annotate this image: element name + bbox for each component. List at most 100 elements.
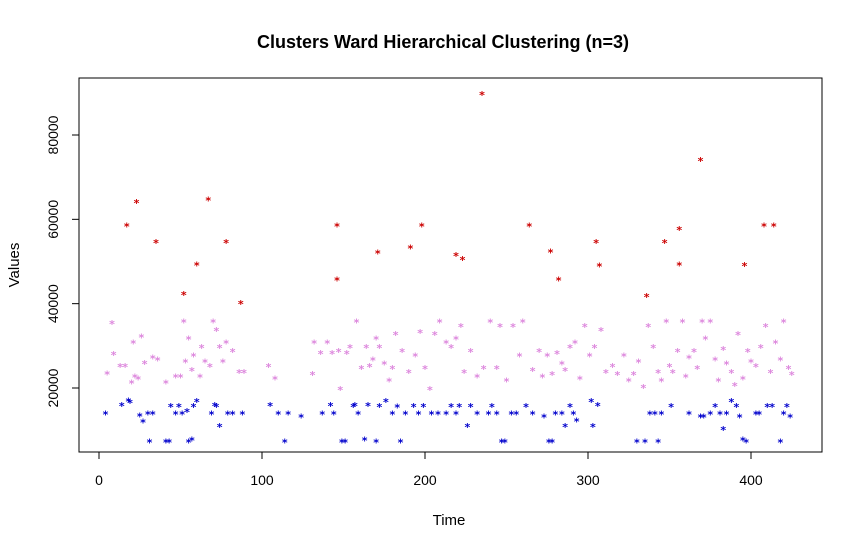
plot-frame (78, 77, 823, 453)
data-point-cluster-2: * (559, 359, 565, 372)
data-point-cluster-2: * (735, 329, 741, 342)
data-point-cluster-3: * (787, 411, 793, 424)
data-point-cluster-2: * (745, 346, 751, 359)
data-point-cluster-3: * (541, 411, 547, 424)
data-point-cluster-2: * (422, 363, 428, 376)
data-point-cluster-3: * (474, 408, 480, 421)
data-point-cluster-2: * (236, 367, 242, 380)
data-point-cluster-3: * (513, 408, 519, 421)
data-point-cluster-3: * (464, 421, 470, 434)
data-point-cluster-2: * (768, 367, 774, 380)
data-point-cluster-1: * (597, 260, 603, 273)
data-point-cluster-3: * (549, 437, 555, 450)
y-tick-label: 40000 (45, 284, 61, 323)
data-point-cluster-1: * (153, 237, 159, 250)
data-point-cluster-3: * (339, 437, 345, 450)
data-point-cluster-3: * (468, 401, 474, 414)
data-point-cluster-2: * (621, 350, 627, 363)
data-point-cluster-2: * (181, 317, 187, 330)
data-point-cluster-3: * (145, 408, 151, 421)
data-point-cluster-1: * (761, 220, 767, 233)
y-tick-label: 80000 (45, 115, 61, 154)
data-point-cluster-3: * (740, 435, 746, 448)
data-point-cluster-3: * (319, 408, 325, 421)
data-point-cluster-3: * (499, 437, 505, 450)
data-point-cluster-2: * (707, 317, 713, 330)
data-point-cluster-2: * (417, 327, 423, 340)
data-point-cluster-2: * (370, 354, 376, 367)
data-point-cluster-2: * (310, 369, 316, 382)
data-point-cluster-3: * (150, 408, 156, 421)
data-point-cluster-1: * (181, 289, 187, 302)
data-point-cluster-2: * (111, 349, 117, 362)
data-point-cluster-3: * (350, 401, 356, 414)
x-tick-label: 400 (739, 472, 763, 488)
data-point-cluster-3: * (743, 437, 749, 450)
x-tick-label: 200 (413, 472, 437, 488)
data-point-cluster-2: * (197, 371, 203, 384)
data-point-cluster-3: * (119, 400, 125, 413)
data-point-cluster-2: * (468, 346, 474, 359)
data-point-cluster-3: * (331, 408, 337, 421)
data-point-cluster-2: * (376, 342, 382, 355)
data-point-cluster-3: * (230, 408, 236, 421)
data-point-cluster-2: * (381, 359, 387, 372)
data-point-cluster-2: * (598, 325, 604, 338)
data-point-cluster-3: * (394, 402, 400, 415)
data-point-cluster-3: * (365, 400, 371, 413)
data-point-cluster-2: * (129, 378, 135, 391)
data-point-cluster-2: * (520, 317, 526, 330)
data-point-cluster-2: * (773, 338, 779, 351)
data-point-cluster-2: * (318, 348, 324, 361)
data-point-cluster-2: * (183, 357, 189, 370)
data-point-cluster-2: * (427, 384, 433, 397)
data-point-cluster-3: * (523, 401, 529, 414)
data-point-cluster-1: * (334, 274, 340, 287)
data-point-cluster-2: * (504, 376, 510, 389)
x-axis: 0 100 200 300 400 (95, 451, 763, 488)
data-point-cluster-3: * (125, 395, 131, 408)
data-point-cluster-3: * (209, 408, 215, 421)
x-axis-label: Time (433, 512, 466, 529)
data-point-cluster-3: * (777, 437, 783, 450)
data-point-cluster-3: * (166, 437, 172, 450)
data-point-cluster-2: * (406, 367, 412, 380)
data-point-cluster-2: * (554, 348, 560, 361)
data-point-cluster-2: * (562, 365, 568, 378)
data-point-cluster-2: * (694, 363, 700, 376)
data-point-cluster-2: * (699, 317, 705, 330)
data-point-cluster-3: * (530, 408, 536, 421)
data-point-cluster-2: * (213, 325, 219, 338)
data-point-cluster-2: * (539, 371, 545, 384)
data-point-cluster-2: * (610, 361, 616, 374)
data-point-cluster-3: * (225, 408, 231, 421)
data-point-cluster-3: * (769, 401, 775, 414)
data-point-cluster-3: * (724, 408, 730, 421)
data-point-cluster-3: * (362, 435, 368, 448)
data-point-cluster-2: * (230, 346, 236, 359)
data-point-cluster-2: * (347, 342, 353, 355)
data-point-cluster-2: * (104, 368, 110, 381)
data-point-cluster-2: * (729, 367, 735, 380)
data-point-cluster-2: * (207, 361, 213, 374)
data-point-cluster-2: * (186, 333, 192, 346)
y-tick-label: 20000 (45, 368, 61, 407)
data-point-cluster-1: * (334, 220, 340, 233)
data-point-cluster-3: * (553, 408, 559, 421)
data-point-cluster-3: * (390, 408, 396, 421)
data-point-cluster-3: * (448, 401, 454, 414)
data-point-cluster-2: * (217, 342, 223, 355)
data-point-cluster-2: * (763, 321, 769, 334)
data-point-cluster-2: * (592, 342, 598, 355)
data-point-cluster-3: * (342, 437, 348, 450)
data-point-cluster-2: * (461, 367, 467, 380)
data-point-cluster-2: * (189, 365, 195, 378)
data-point-cluster-2: * (373, 333, 379, 346)
data-point-cluster-3: * (588, 396, 594, 409)
data-point-cluster-3: * (435, 408, 441, 421)
data-point-cluster-2: * (138, 331, 144, 344)
data-point-cluster-3: * (546, 437, 552, 450)
data-point-cluster-3: * (267, 400, 273, 413)
data-point-cluster-2: * (732, 380, 738, 393)
